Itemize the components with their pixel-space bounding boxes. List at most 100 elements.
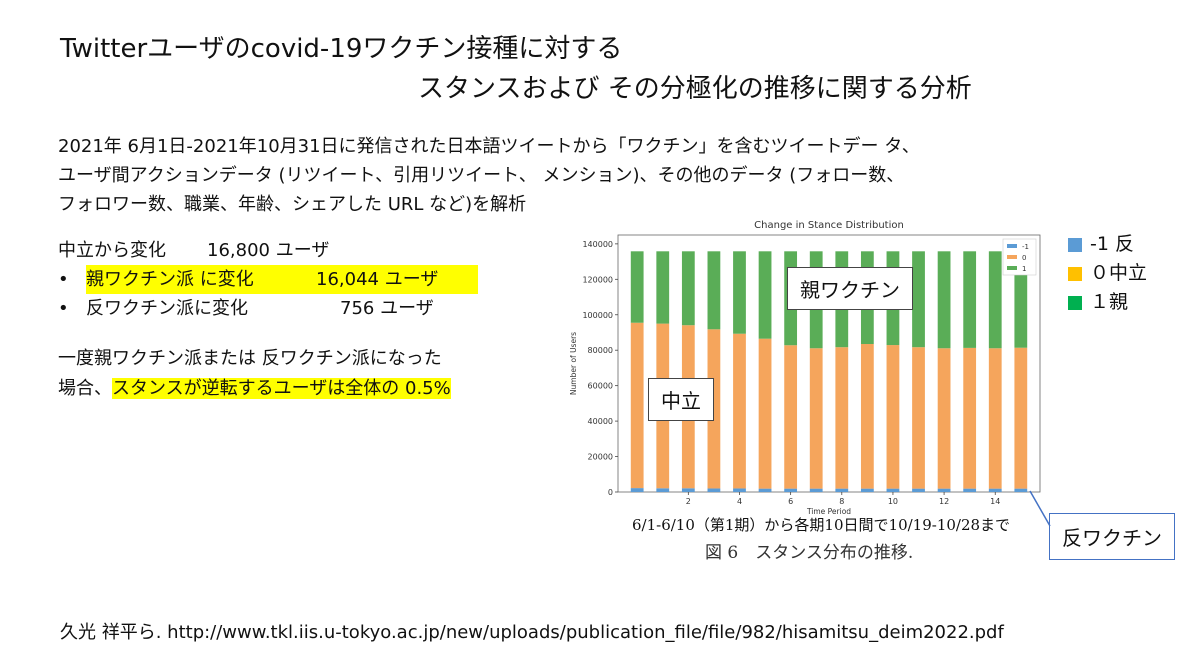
anti-pointer-line bbox=[1029, 490, 1051, 527]
bar-segment-1 bbox=[758, 251, 772, 339]
bar-segment--1 bbox=[912, 488, 925, 492]
bar-segment-1 bbox=[681, 251, 695, 326]
bar-segment--1 bbox=[681, 488, 695, 492]
chart-legend-label: 1 bbox=[1022, 265, 1026, 273]
x-tick-label: 4 bbox=[737, 497, 742, 506]
x-axis-label: Time Period bbox=[806, 507, 851, 516]
bar-segment--1 bbox=[988, 488, 1002, 492]
bar-segment--1 bbox=[809, 488, 823, 492]
chart-legend-swatch bbox=[1007, 266, 1017, 270]
chart-legend-label: -1 bbox=[1022, 243, 1029, 251]
y-tick-label: 120000 bbox=[582, 275, 613, 284]
side-legend-label: １親 bbox=[1090, 291, 1129, 313]
x-tick-label: 14 bbox=[990, 497, 1000, 506]
figure-caption: 図 6 スタンス分布の推移. bbox=[705, 543, 914, 563]
bar-segment--1 bbox=[784, 488, 798, 492]
description: 2021年 6月1日-2021年10月31日に発信された日本語ツイートから「ワク… bbox=[58, 132, 920, 219]
pro-change-highlight: 親ワクチン派 に変化 16,044 ユーザ bbox=[86, 265, 478, 294]
side-legend-label: -1 反 bbox=[1090, 233, 1134, 255]
legend-swatch bbox=[1068, 295, 1082, 310]
side-legend: -1 反 ０中立 １親 bbox=[1068, 230, 1147, 317]
bar-segment-0 bbox=[886, 345, 900, 489]
bar-segment--1 bbox=[758, 488, 772, 492]
bar-segment--1 bbox=[1014, 488, 1028, 492]
bar-segment-0 bbox=[809, 348, 823, 489]
neutral-change-value: 16,800 ユーザ bbox=[207, 240, 330, 261]
reversal-highlight: スタンスが逆転するユーザは全体の 0.5% bbox=[112, 378, 451, 399]
bar-segment-0 bbox=[937, 348, 951, 489]
bar-segment--1 bbox=[963, 488, 977, 492]
bar-segment-0 bbox=[860, 344, 874, 489]
description-line-3: フォロワー数、職業、年齢、シェアした URL など)を解析 bbox=[58, 194, 527, 215]
bar-segment-0 bbox=[963, 347, 977, 489]
bar-segment-0 bbox=[758, 338, 772, 489]
side-legend-label: ０中立 bbox=[1090, 262, 1148, 284]
title-line-1: Twitterユーザのcovid-19ワクチン接種に対する bbox=[60, 34, 623, 64]
reversal-line-1: 一度親ワクチン派または 反ワクチン派になった bbox=[58, 348, 442, 369]
bar-segment--1 bbox=[860, 488, 874, 492]
anti-change-value: 756 ユーザ bbox=[340, 298, 434, 319]
bar-segment-0 bbox=[784, 345, 798, 489]
pro-change-row: • 親ワクチン派 に変化 16,044 ユーザ bbox=[58, 265, 478, 294]
side-legend-item: ０中立 bbox=[1068, 259, 1147, 288]
bar-segment-1 bbox=[1014, 251, 1028, 348]
legend-swatch bbox=[1068, 266, 1082, 281]
x-tick-label: 8 bbox=[839, 497, 844, 506]
x-tick-label: 12 bbox=[939, 497, 949, 506]
chart-legend-swatch bbox=[1007, 244, 1017, 248]
description-line-2: ユーザ間アクションデータ (リツイート、引用リツイート、 メンション)、その他の… bbox=[58, 165, 905, 186]
side-legend-item: -1 反 bbox=[1068, 230, 1147, 259]
bar-segment--1 bbox=[707, 488, 721, 492]
bar-segment-1 bbox=[963, 251, 977, 348]
bar-segment--1 bbox=[937, 488, 951, 492]
x-tick-label: 10 bbox=[888, 497, 898, 506]
y-tick-label: 140000 bbox=[582, 240, 613, 249]
stance-chart: Change in Stance Distribution 0 20000 40000… bbox=[569, 220, 1041, 516]
bar-segment-1 bbox=[630, 251, 644, 323]
bar-segment-1 bbox=[988, 251, 1002, 349]
y-tick-label: 100000 bbox=[582, 311, 613, 320]
bar-segment-0 bbox=[630, 322, 644, 489]
y-tick-label: 0 bbox=[608, 488, 613, 497]
bullet: • bbox=[58, 269, 69, 290]
bullet: • bbox=[58, 298, 69, 319]
y-tick-label: 60000 bbox=[588, 382, 613, 391]
reversal-block: 一度親ワクチン派または 反ワクチン派になった 場合、スタンスが逆転するユーザは全… bbox=[58, 344, 451, 404]
title-line-2: スタンスおよび その分極化の推移に関する分析 bbox=[418, 74, 972, 104]
bar-segment-1 bbox=[912, 251, 925, 348]
bar-segment--1 bbox=[733, 488, 746, 492]
neutral-change-row: 中立から変化 16,800 ユーザ bbox=[58, 236, 478, 265]
bar-segment-0 bbox=[733, 333, 746, 489]
bar-segment-1 bbox=[707, 251, 721, 330]
neutral-change-label: 中立から変化 bbox=[58, 240, 166, 261]
x-tick-label: 2 bbox=[686, 497, 691, 506]
y-tick-label: 40000 bbox=[588, 417, 613, 426]
bar-segment-0 bbox=[1014, 347, 1028, 489]
x-tick-label: 6 bbox=[788, 497, 793, 506]
chart-legend-label: 0 bbox=[1022, 254, 1026, 262]
bar-segment--1 bbox=[656, 488, 670, 492]
bar-segment-0 bbox=[835, 347, 849, 489]
y-tick-label: 20000 bbox=[588, 453, 613, 462]
chart-legend-swatch bbox=[1007, 255, 1017, 259]
bar-segment--1 bbox=[886, 488, 900, 492]
citation: 久光 祥平ら. http://www.tkl.iis.u-tokyo.ac.jp… bbox=[60, 622, 1004, 643]
bar-segment-0 bbox=[988, 348, 1002, 489]
stats-block: 中立から変化 16,800 ユーザ • 親ワクチン派 に変化 16,044 ユーザ … bbox=[58, 236, 478, 323]
chart-title: Change in Stance Distribution bbox=[754, 220, 904, 231]
pro-change-value: 16,044 ユーザ bbox=[316, 269, 439, 290]
side-legend-item: １親 bbox=[1068, 288, 1147, 317]
anti-vaccine-annotation: 反ワクチン bbox=[1049, 513, 1175, 560]
bar-segment-0 bbox=[912, 347, 925, 489]
neutral-annotation: 中立 bbox=[648, 378, 714, 421]
anti-change-label: 反ワクチン派に変化 bbox=[86, 298, 248, 319]
y-axis-label: Number of Users bbox=[569, 332, 578, 395]
y-tick-label: 80000 bbox=[588, 346, 613, 355]
anti-change-row: • 反ワクチン派に変化 756 ユーザ bbox=[58, 294, 478, 323]
bar-segment--1 bbox=[835, 488, 849, 492]
bar-segment--1 bbox=[630, 488, 644, 492]
reversal-prefix: 場合、 bbox=[58, 378, 112, 399]
pro-vaccine-annotation: 親ワクチン bbox=[787, 267, 913, 310]
description-line-1: 2021年 6月1日-2021年10月31日に発信された日本語ツイートから「ワク… bbox=[58, 136, 920, 157]
bar-segment-1 bbox=[937, 251, 951, 349]
